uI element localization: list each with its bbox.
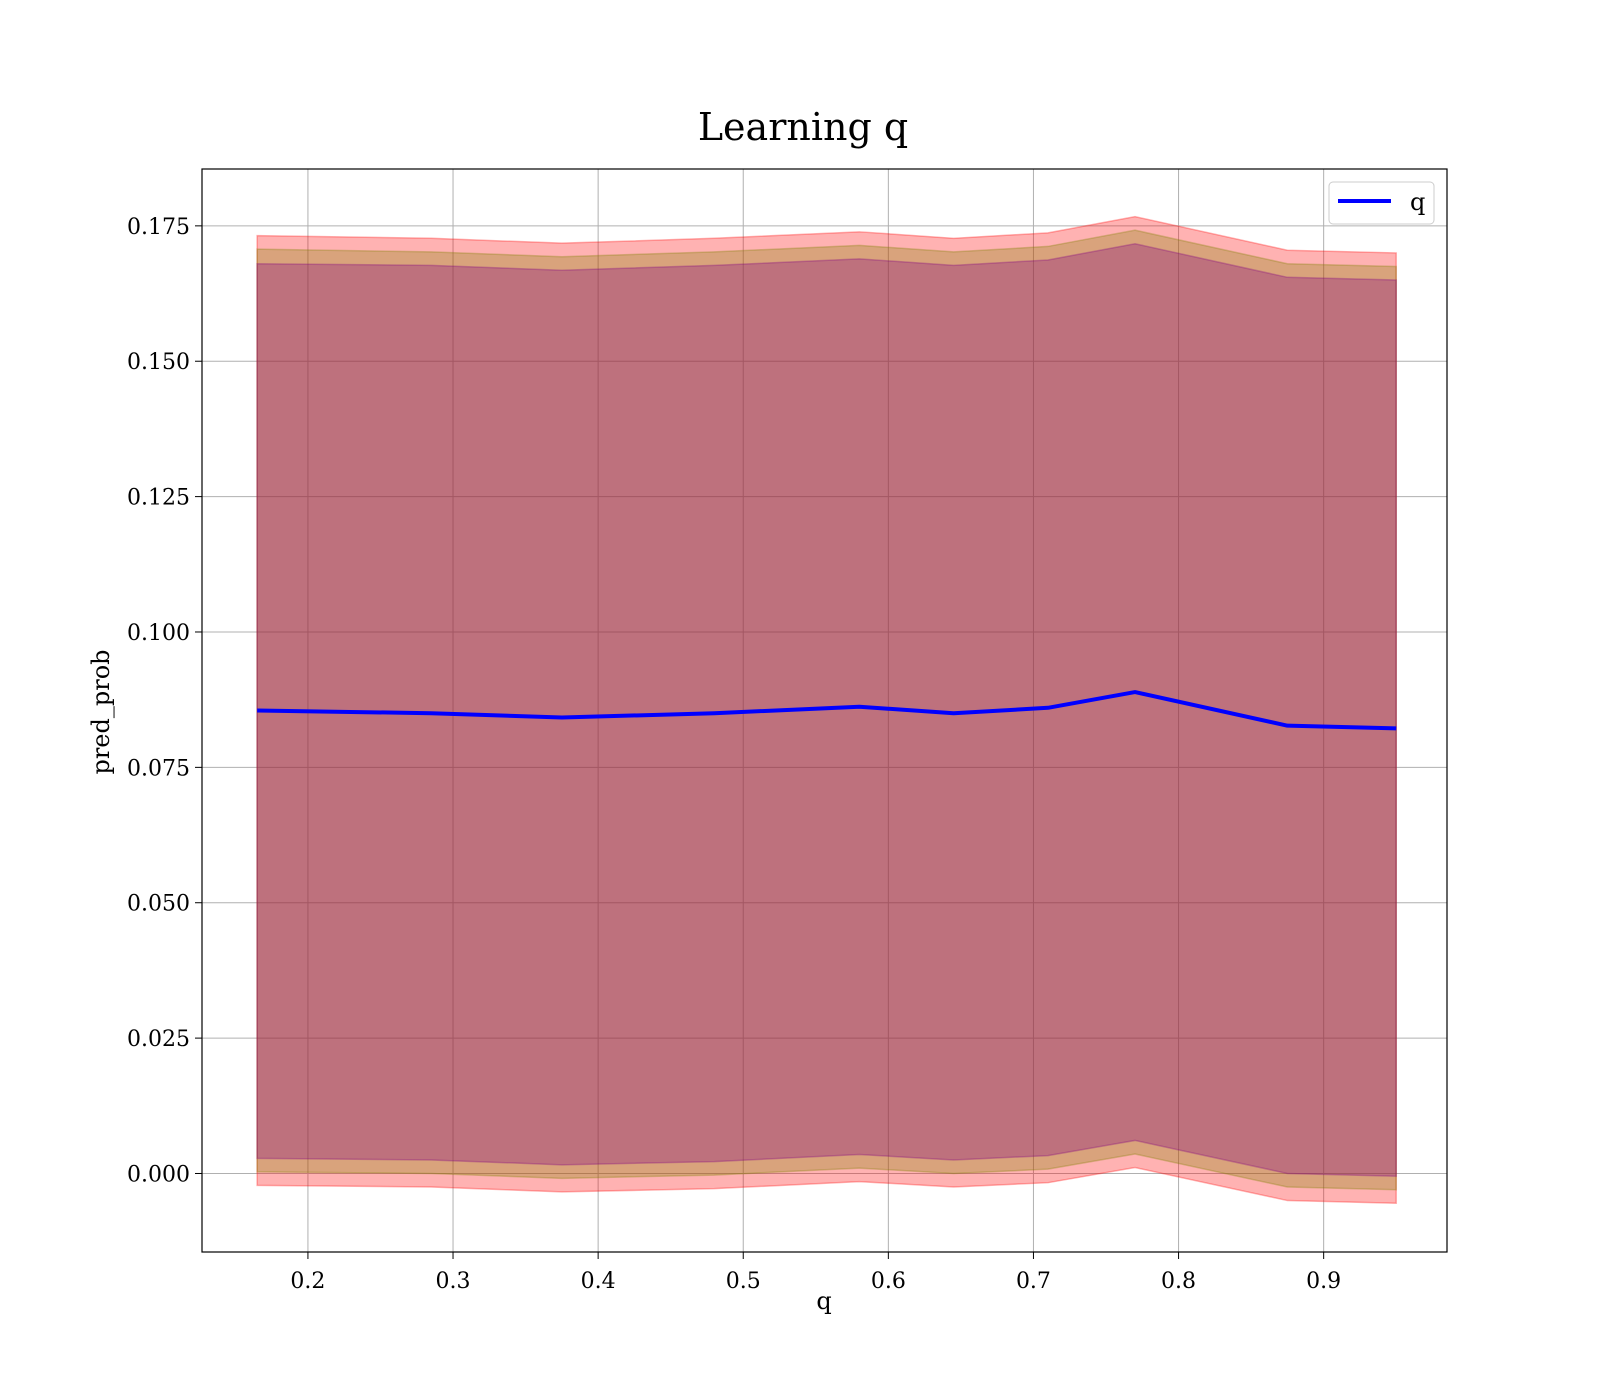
x-tick-label: 0.2 — [290, 1269, 325, 1294]
y-tick-label: 0.125 — [127, 486, 190, 511]
y-tick-label: 0.000 — [127, 1162, 190, 1187]
chart-title: Learning q — [698, 105, 908, 149]
plot-frame — [201, 168, 1448, 1253]
legend: q — [1328, 181, 1435, 225]
x-tick-label: 0.6 — [871, 1269, 906, 1294]
y-axis-label: pred_prob — [87, 649, 115, 774]
x-tick-label: 0.4 — [581, 1269, 616, 1294]
x-tick-label: 0.3 — [436, 1269, 471, 1294]
legend-label-q: q — [1410, 188, 1425, 216]
x-tick-label: 0.9 — [1306, 1269, 1341, 1294]
y-tick-label: 0.150 — [127, 350, 190, 375]
y-tick-label: 0.175 — [127, 215, 190, 240]
y-tick-label: 0.050 — [127, 892, 190, 917]
x-axis-label: q — [816, 1287, 831, 1315]
x-axis-ticks: 0.2 0.3 0.4 0.5 0.6 0.7 0.8 0.9 — [290, 1252, 1341, 1294]
series-line-q — [257, 690, 1397, 731]
y-tick-label: 0.075 — [127, 756, 190, 781]
y-axis-ticks: 0.000 0.025 0.050 0.075 0.100 0.125 0.150 0.175 — [127, 215, 202, 1187]
series-lines — [257, 690, 1397, 731]
x-tick-label: 0.7 — [1016, 1269, 1051, 1294]
x-tick-label: 0.8 — [1161, 1269, 1196, 1294]
x-tick-label: 0.5 — [726, 1269, 761, 1294]
y-tick-label: 0.100 — [127, 621, 190, 646]
y-tick-label: 0.025 — [127, 1027, 190, 1052]
